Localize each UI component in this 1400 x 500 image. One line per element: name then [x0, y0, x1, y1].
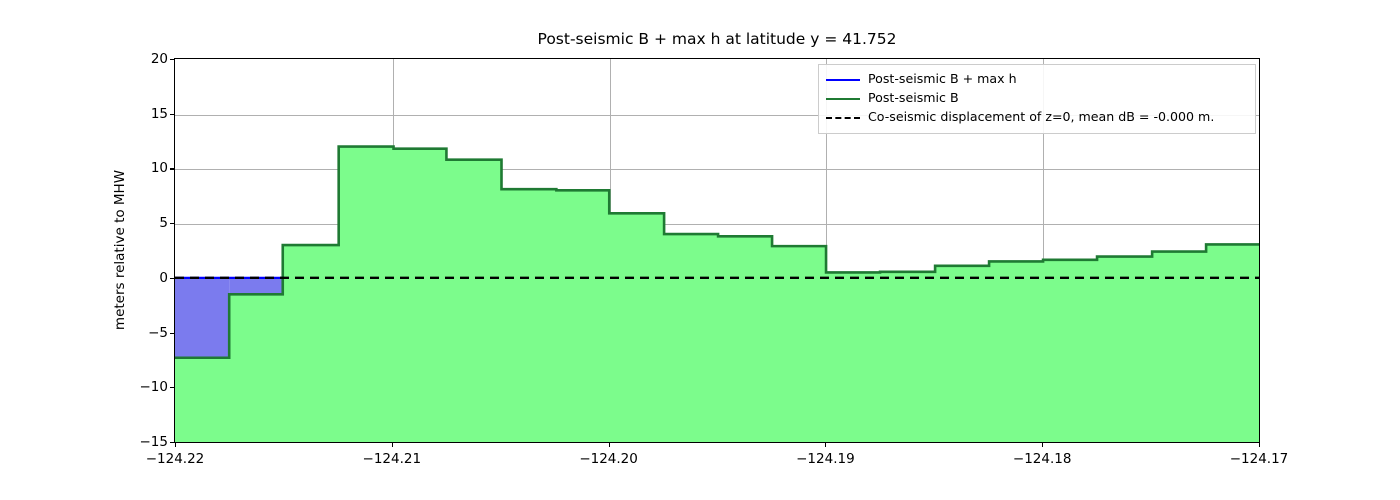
y-axis-tick-mark	[170, 277, 174, 279]
y-axis-tick-mark	[170, 59, 174, 61]
y-axis-tick-mark	[170, 168, 174, 170]
y-axis-tick-labels: 20 15 10 5 0 −5 −10 −15	[118, 51, 169, 450]
y-axis-tick-label: −15	[139, 434, 169, 450]
x-axis-tick-mark	[1259, 443, 1261, 447]
plot-area	[174, 58, 1260, 443]
post-seismic-b-plus-h-fill	[229, 277, 283, 295]
x-axis-tick-label: −124.20	[579, 451, 638, 467]
y-axis-tick-label: 20	[150, 51, 168, 67]
y-axis-tick-mark	[170, 442, 174, 444]
x-axis-tick-mark	[608, 443, 610, 447]
legend-item: Post-seismic B	[826, 89, 1248, 108]
legend-line-sample	[826, 97, 860, 100]
x-axis-tick-label: −124.21	[362, 451, 422, 467]
y-axis-tick-mark	[170, 223, 174, 225]
y-axis-tick-label: −10	[139, 379, 169, 396]
x-axis-tick-label: −124.17	[1229, 451, 1289, 467]
chart-legend: Post-seismic B + max h Post-seismic B Co-s…	[818, 64, 1256, 134]
gridline-horizontal	[175, 114, 1259, 116]
x-axis-tick-labels: −124.22 −124.21 −124.20 −124.19 −124.18 −124.…	[146, 443, 1288, 483]
y-axis-tick-label: −5	[148, 324, 168, 341]
y-axis-tick-label: 0	[159, 269, 168, 286]
x-axis-tick-label: −124.18	[1012, 451, 1072, 467]
legend-item-label: Post-seismic B + max h	[868, 71, 1017, 87]
gridline-vertical	[1043, 59, 1045, 442]
gridline-horizontal	[175, 169, 1259, 171]
post-seismic-b-fill	[175, 146, 1259, 442]
x-axis-tick-mark	[391, 443, 393, 447]
y-axis-tick-mark	[170, 113, 174, 115]
y-axis-tick-label: 10	[150, 160, 168, 177]
legend-line-sample	[826, 116, 860, 119]
legend-item-label: Co-seismic displacement of z=0, mean dB …	[868, 109, 1215, 125]
y-axis-tick-mark	[170, 387, 174, 389]
y-axis-tick-mark	[170, 332, 174, 334]
x-axis-tick-mark	[175, 443, 177, 447]
x-axis-tick-label: −124.22	[145, 451, 205, 467]
y-axis-tick-label: 15	[150, 105, 168, 122]
legend-line-sample	[826, 78, 860, 81]
y-axis-tick-label: 5	[159, 215, 168, 232]
legend-swatch-3	[826, 112, 860, 124]
gridline-horizontal	[175, 224, 1259, 226]
post-seismic-b-line	[175, 145, 1259, 360]
legend-swatch-1	[826, 74, 860, 86]
x-axis-tick-mark	[1042, 443, 1044, 447]
legend-item-label: Post-seismic B	[868, 90, 959, 106]
legend-item: Co-seismic displacement of z=0, mean dB …	[826, 108, 1248, 127]
x-axis-tick-label: −124.19	[796, 451, 855, 467]
chart-title: Post-seismic B + max h at latitude y = 4…	[537, 30, 897, 48]
post-seismic-b-plus-h-fill	[175, 277, 230, 358]
legend-swatch-2	[826, 93, 860, 105]
chart-plot-svg	[175, 145, 1259, 442]
legend-item: Post-seismic B + max h	[826, 70, 1248, 89]
x-axis-tick-mark	[825, 443, 827, 447]
